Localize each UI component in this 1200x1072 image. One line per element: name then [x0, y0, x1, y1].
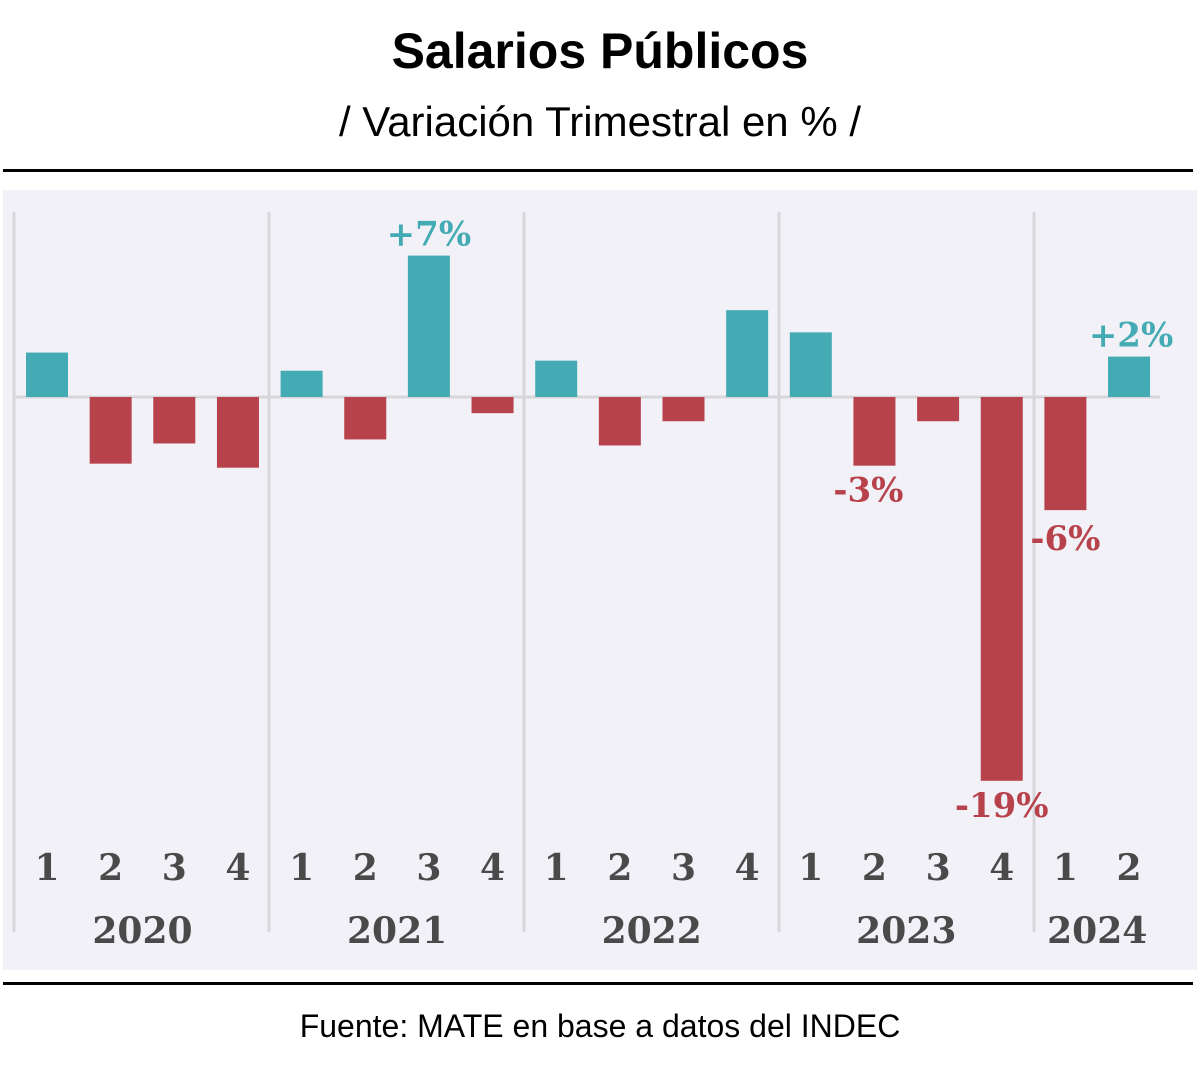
bar — [980, 397, 1023, 781]
quarter-tick-label: 2 — [98, 847, 123, 889]
top-rule — [3, 169, 1193, 172]
quarter-tick-label: 4 — [989, 847, 1014, 889]
chart-subtitle: / Variación Trimestral en % / — [338, 98, 862, 145]
year-label: 2023 — [856, 910, 956, 952]
quarter-tick-label: 4 — [735, 847, 760, 889]
data-label: -19% — [955, 786, 1049, 826]
bar — [917, 397, 960, 422]
bar — [598, 397, 641, 446]
quarter-tick-label: 2 — [862, 847, 887, 889]
bar — [1108, 356, 1151, 397]
quarter-tick-label: 3 — [926, 847, 951, 889]
data-label: -3% — [833, 471, 903, 511]
bar — [535, 360, 578, 397]
quarter-tick-label: 1 — [1053, 847, 1078, 889]
bar — [280, 370, 323, 397]
year-label: 2021 — [347, 910, 447, 952]
bar — [344, 397, 387, 440]
bar — [726, 310, 769, 397]
data-label: +2% — [1089, 316, 1173, 356]
data-label: +7% — [387, 215, 471, 255]
year-label: 2022 — [602, 910, 702, 952]
source-note: Fuente: MATE en base a datos del INDEC — [299, 1008, 901, 1044]
bar — [26, 352, 68, 397]
bar — [789, 332, 832, 397]
bar — [1044, 397, 1087, 511]
quarter-tick-label: 1 — [34, 847, 59, 889]
quarter-tick-label: 4 — [225, 847, 250, 889]
quarter-tick-label: 1 — [544, 847, 569, 889]
year-label: 2024 — [1047, 910, 1147, 952]
bottom-rule — [3, 982, 1193, 985]
quarter-tick-label: 2 — [607, 847, 632, 889]
chart-title: Salarios Públicos — [391, 23, 809, 79]
quarter-tick-label: 1 — [798, 847, 823, 889]
bar — [407, 255, 450, 397]
quarter-tick-label: 4 — [480, 847, 505, 889]
bar — [89, 397, 132, 464]
quarter-tick-label: 3 — [671, 847, 696, 889]
quarter-tick-label: 3 — [416, 847, 441, 889]
bar — [662, 397, 705, 422]
data-label: -6% — [1030, 519, 1100, 559]
quarter-tick-label: 1 — [289, 847, 314, 889]
year-label: 2020 — [92, 910, 192, 952]
quarter-tick-label: 3 — [162, 847, 187, 889]
bar — [216, 397, 259, 468]
bar — [471, 397, 514, 414]
bar — [153, 397, 196, 444]
quarter-tick-label: 2 — [1117, 847, 1142, 889]
quarter-tick-label: 2 — [353, 847, 378, 889]
bar — [853, 397, 896, 466]
